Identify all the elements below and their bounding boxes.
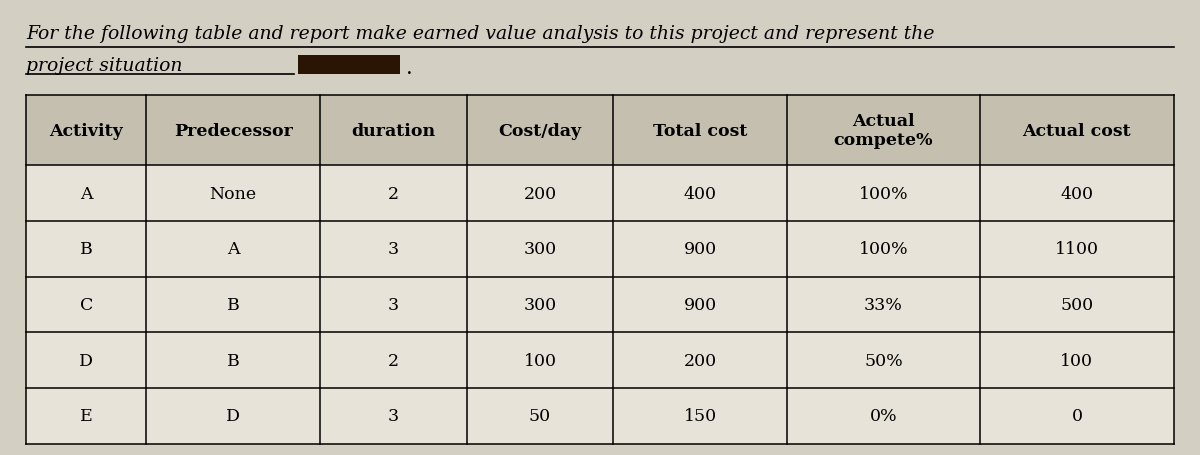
Text: Activity: Activity [49,122,124,139]
Text: 100: 100 [523,352,557,369]
Text: 300: 300 [523,241,557,258]
Text: C: C [79,296,94,313]
Text: 150: 150 [684,407,716,425]
Text: Predecessor: Predecessor [174,122,293,139]
Text: 400: 400 [684,185,716,202]
Text: 200: 200 [523,185,557,202]
Text: 500: 500 [1061,296,1093,313]
Text: B: B [227,352,240,369]
Text: 3: 3 [388,241,398,258]
Text: E: E [80,407,92,425]
Text: For the following table and report make earned value analysis to this project an: For the following table and report make … [26,25,935,43]
Text: 200: 200 [684,352,716,369]
Text: 300: 300 [523,296,557,313]
Text: project situation: project situation [26,57,182,75]
Bar [26,96,1174,166]
Text: 1100: 1100 [1055,241,1099,258]
Text: 400: 400 [1061,185,1093,202]
Text: 900: 900 [684,296,716,313]
Text: 50%: 50% [864,352,902,369]
Text: Cost/day: Cost/day [498,122,582,139]
Text: A: A [227,241,240,258]
Text: 0: 0 [1072,407,1082,425]
Text: 100%: 100% [859,241,908,258]
Text: B: B [80,241,92,258]
Text: None: None [210,185,257,202]
Text: 33%: 33% [864,296,902,313]
Bar [26,222,1174,277]
Text: B: B [227,296,240,313]
Text: duration: duration [352,122,436,139]
Text: A: A [80,185,92,202]
Text: 100%: 100% [859,185,908,202]
Text: D: D [226,407,240,425]
Bar [26,277,1174,333]
Text: 0%: 0% [870,407,898,425]
Text: Total cost: Total cost [653,122,748,139]
Text: 50: 50 [529,407,551,425]
Text: 100: 100 [1061,352,1093,369]
Text: Actual
compete%: Actual compete% [834,112,934,149]
Text: 900: 900 [684,241,716,258]
Text: .: . [406,57,413,79]
Bar [26,166,1174,222]
Text: D: D [79,352,94,369]
Text: 3: 3 [388,407,398,425]
Text: Actual cost: Actual cost [1022,122,1132,139]
Bar [298,56,400,75]
Bar [26,333,1174,388]
Text: 2: 2 [388,352,398,369]
Bar [26,388,1174,444]
Text: 3: 3 [388,296,398,313]
Text: 2: 2 [388,185,398,202]
